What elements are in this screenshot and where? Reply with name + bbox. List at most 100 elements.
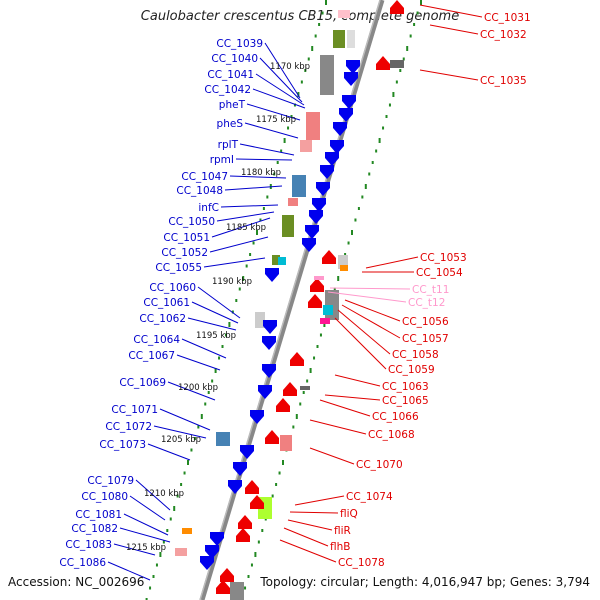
gene-label-forward[interactable]: infC xyxy=(198,202,219,214)
tick-mark xyxy=(382,126,385,130)
label-leader-line xyxy=(129,495,166,521)
label-leader-line xyxy=(123,513,169,536)
gene-label-forward[interactable]: CC_1081 xyxy=(75,509,122,521)
gene-label-forward[interactable]: CC_1072 xyxy=(105,421,152,433)
gene-label-forward[interactable]: CC_1061 xyxy=(143,297,190,309)
tick-mark xyxy=(311,46,314,51)
gene-label-forward[interactable]: CC_1062 xyxy=(139,313,186,325)
gene-label-forward[interactable]: CC_1082 xyxy=(71,523,118,535)
gene-box xyxy=(288,198,298,206)
gene-label-reverse[interactable]: CC_1078 xyxy=(338,557,385,569)
gene-box xyxy=(280,435,292,451)
tick-mark xyxy=(275,483,278,486)
tick-mark xyxy=(323,322,326,327)
tick-mark xyxy=(152,575,155,578)
gene-box xyxy=(338,255,348,269)
tick-mark xyxy=(354,218,357,222)
gene-label-reverse[interactable]: CC_1066 xyxy=(372,411,419,423)
tick-mark xyxy=(180,483,183,486)
label-leader-line xyxy=(159,408,211,431)
label-leader-line xyxy=(365,256,419,269)
gene-label-reverse[interactable]: flhB xyxy=(330,541,350,553)
tick-mark xyxy=(293,103,296,107)
gene-label-forward[interactable]: pheT xyxy=(219,99,246,111)
gene-label-forward[interactable]: rplT xyxy=(218,139,239,151)
gene-label-forward[interactable]: CC_1064 xyxy=(133,334,180,346)
tick-mark xyxy=(388,103,391,107)
gene-label-forward[interactable]: CC_1069 xyxy=(119,377,166,389)
tick-mark xyxy=(247,575,250,578)
gene-label-reverse[interactable]: fliQ xyxy=(340,508,358,520)
label-leader-line xyxy=(309,447,355,465)
gene-label-forward[interactable]: CC_1055 xyxy=(155,262,202,274)
tick-mark xyxy=(309,368,312,373)
reverse-gene-arrow xyxy=(390,0,404,14)
tick-mark xyxy=(406,46,409,51)
gene-label-forward[interactable]: CC_1048 xyxy=(176,185,223,197)
gene-label-forward[interactable]: CC_1079 xyxy=(87,475,134,487)
gene-label-reverse[interactable]: CC_1070 xyxy=(356,459,403,471)
gene-box xyxy=(347,30,355,48)
forward-gene-arrow xyxy=(325,152,339,166)
tick-mark xyxy=(162,540,165,544)
rna-label[interactable]: CC_t12 xyxy=(408,297,445,309)
tick-mark xyxy=(145,598,148,600)
gene-label-reverse[interactable]: CC_1054 xyxy=(416,267,463,279)
gene-label-forward[interactable]: CC_1080 xyxy=(81,491,128,503)
label-leader-line xyxy=(107,561,151,581)
gene-label-forward[interactable]: CC_1052 xyxy=(161,247,208,259)
gene-label-forward[interactable]: CC_1040 xyxy=(211,53,258,65)
gene-label-forward[interactable]: CC_1039 xyxy=(216,38,263,50)
gene-label-reverse[interactable]: CC_1053 xyxy=(420,252,467,264)
forward-gene-arrow xyxy=(346,60,360,74)
tick-mark xyxy=(245,264,248,268)
kbp-scale-label: 1215 kbp xyxy=(126,543,166,553)
gene-label-forward[interactable]: CC_1047 xyxy=(181,171,228,183)
gene-label-reverse[interactable]: CC_1035 xyxy=(480,75,527,87)
gene-label-reverse[interactable]: CC_1068 xyxy=(368,429,415,441)
gene-label-reverse[interactable]: CC_1059 xyxy=(388,364,435,376)
forward-gene-arrow xyxy=(342,95,356,109)
label-leader-line xyxy=(191,301,239,324)
gene-label-reverse[interactable]: CC_1057 xyxy=(402,333,449,345)
gene-label-forward[interactable]: CC_1042 xyxy=(204,84,251,96)
tick-mark xyxy=(364,184,367,189)
gene-label-reverse[interactable]: CC_1063 xyxy=(382,381,429,393)
gene-label-reverse[interactable]: CC_1031 xyxy=(484,12,531,24)
label-leader-line xyxy=(419,4,483,18)
label-leader-line xyxy=(419,69,479,81)
label-leader-line xyxy=(287,519,333,531)
trna-box xyxy=(314,276,324,280)
gene-label-forward[interactable]: CC_1060 xyxy=(149,282,196,294)
gene-label-forward[interactable]: CC_1083 xyxy=(65,539,112,551)
gene-label-forward[interactable]: CC_1086 xyxy=(59,557,106,569)
gene-label-forward[interactable]: CC_1071 xyxy=(111,404,158,416)
gene-label-reverse[interactable]: CC_1032 xyxy=(480,29,527,41)
label-leader-line xyxy=(153,425,207,439)
rna-label[interactable]: CC_t11 xyxy=(412,284,449,296)
forward-gene-arrow xyxy=(265,268,279,282)
gene-label-forward[interactable]: CC_1073 xyxy=(99,439,146,451)
tick-mark xyxy=(190,448,193,452)
tick-mark xyxy=(416,11,419,15)
gene-label-forward[interactable]: CC_1051 xyxy=(163,232,210,244)
tick-mark xyxy=(316,345,319,348)
gene-label-reverse[interactable]: CC_1074 xyxy=(346,491,393,503)
gene-label-forward[interactable]: CC_1041 xyxy=(207,69,254,81)
reverse-gene-arrow xyxy=(216,580,230,594)
gene-label-forward[interactable]: rpmI xyxy=(210,154,234,166)
tick-mark xyxy=(290,115,293,118)
tick-mark xyxy=(402,57,405,61)
gene-box xyxy=(182,528,192,534)
gene-label-reverse[interactable]: fliR xyxy=(334,525,351,537)
gene-label-reverse[interactable]: CC_1065 xyxy=(382,395,429,407)
gene-label-reverse[interactable]: CC_1058 xyxy=(392,349,439,361)
tick-mark xyxy=(166,529,169,532)
gene-label-forward[interactable]: pheS xyxy=(217,118,244,130)
forward-gene-arrow xyxy=(210,532,224,546)
gene-label-reverse[interactable]: CC_1056 xyxy=(402,316,449,328)
gene-label-forward[interactable]: CC_1067 xyxy=(128,350,175,362)
gene-label-forward[interactable]: CC_1050 xyxy=(168,216,215,228)
label-leader-line xyxy=(119,527,171,543)
tick-mark xyxy=(321,11,324,15)
